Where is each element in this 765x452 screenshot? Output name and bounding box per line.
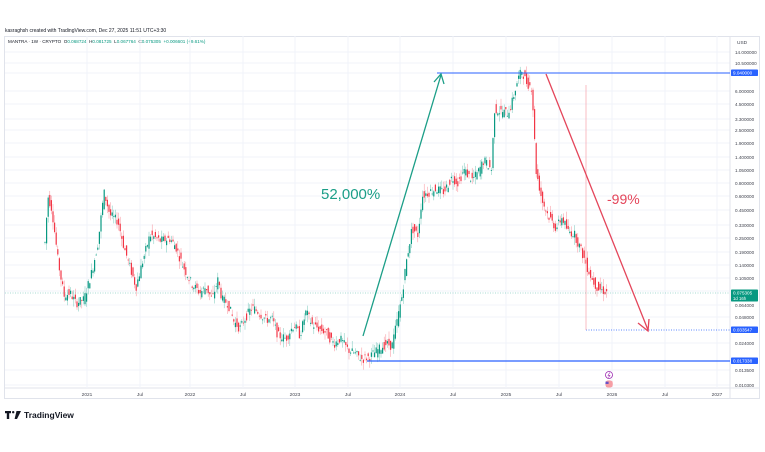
tradingview-brand[interactable]: TradingView — [5, 410, 74, 420]
symbol-label: MANTRA · 1W · CRYPTO — [8, 39, 62, 44]
price-tick: 14.000000 — [735, 50, 757, 55]
price-tick: 0.010300 — [735, 383, 755, 388]
price-tick: 10.500000 — [735, 61, 757, 66]
price-tick: 2.500000 — [735, 128, 755, 133]
event-marker-icon[interactable] — [605, 371, 613, 379]
tradingview-logo-icon — [5, 411, 21, 419]
time-tick: Jul — [137, 392, 143, 398]
rise-arrowhead-icon — [433, 72, 445, 85]
price-tick: 0.800000 — [735, 181, 755, 186]
open-label: O — [63, 39, 68, 44]
change-value: +0.006601 (+9.61%) — [163, 39, 206, 44]
price-tick: 4.500000 — [735, 102, 755, 107]
price-tick: 0.140000 — [735, 263, 755, 268]
svg-text:0.075305: 0.075305 — [733, 291, 753, 296]
price-tick: 0.048000 — [735, 315, 755, 320]
drop-label[interactable]: -99% — [607, 191, 640, 207]
price-tick: 0.330000 — [735, 223, 755, 228]
chart-credit: kasraghsh created with TradingView.com, … — [5, 28, 167, 34]
price-tick: 0.450000 — [735, 208, 755, 213]
price-tick: 1.050000 — [735, 168, 755, 173]
svg-text:0.033547: 0.033547 — [733, 328, 753, 333]
price-tick: 0.250000 — [735, 236, 755, 241]
time-tick: 2023 — [290, 392, 301, 398]
price-tick: 6.000000 — [735, 89, 755, 94]
low-value: 0.067764 — [116, 39, 136, 44]
candles — [44, 66, 608, 370]
price-tick: 0.024000 — [735, 341, 755, 346]
drop-arrowhead-icon — [637, 318, 650, 333]
time-tick: 2026 — [607, 392, 618, 398]
svg-text:9.040000: 9.040000 — [733, 71, 753, 76]
low-label: L — [114, 39, 117, 44]
price-tick: 0.013500 — [735, 368, 755, 373]
price-tick: 0.105000 — [735, 276, 755, 281]
high-value: 0.081725 — [92, 39, 112, 44]
svg-text:0.017338: 0.017338 — [733, 359, 753, 364]
time-tick: Jul — [556, 392, 562, 398]
price-tick: 1.900000 — [735, 141, 755, 146]
ohlc-legend: MANTRA · 1W · CRYPTO O0.068724 H0.081725… — [8, 39, 205, 44]
time-tick: 2021 — [82, 392, 93, 398]
price-tick: 1.400000 — [735, 155, 755, 160]
time-tick: 2025 — [501, 392, 512, 398]
price-tick: 0.600000 — [735, 194, 755, 199]
tradingview-name: TradingView — [24, 410, 74, 420]
open-value: 0.068724 — [67, 39, 87, 44]
rise-label[interactable]: 52,000% — [321, 186, 380, 203]
time-tick: 2022 — [185, 392, 196, 398]
time-tick: 2027 — [712, 392, 723, 398]
time-tick: Jul — [450, 392, 456, 398]
time-tick: 2024 — [395, 392, 406, 398]
close-value: 0.075305 — [141, 39, 161, 44]
price-badge: 0.033547 — [731, 326, 758, 333]
svg-text:1d 16h: 1d 16h — [733, 296, 747, 301]
time-tick: Jul — [345, 392, 351, 398]
rise-arrow[interactable] — [362, 74, 442, 337]
price-tick: 0.190000 — [735, 250, 755, 255]
price-tick: 0.064000 — [735, 303, 755, 308]
high-label: H — [89, 39, 93, 44]
price-badge: 9.040000 — [731, 69, 758, 76]
price-badge: 0.017338 — [731, 357, 758, 364]
drop-arrow[interactable] — [545, 73, 649, 331]
currency-label: USD — [737, 40, 748, 46]
time-tick: Jul — [240, 392, 246, 398]
price-tick: 3.300000 — [735, 117, 755, 122]
chart-frame[interactable] — [4, 36, 760, 399]
time-tick: Jul — [662, 392, 668, 398]
